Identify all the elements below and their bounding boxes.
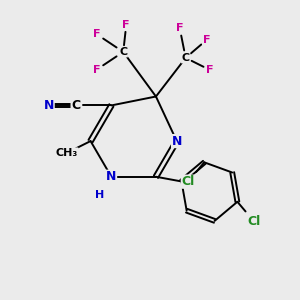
Text: N: N <box>172 135 182 148</box>
Text: Cl: Cl <box>247 214 260 228</box>
Text: H: H <box>95 190 104 200</box>
Text: F: F <box>206 65 213 75</box>
Text: C: C <box>182 53 190 63</box>
Text: F: F <box>93 29 100 39</box>
Text: N: N <box>106 170 116 183</box>
Text: Cl: Cl <box>181 175 195 188</box>
Text: C: C <box>71 99 80 112</box>
Text: F: F <box>203 35 210 45</box>
Text: F: F <box>93 65 100 75</box>
Text: F: F <box>176 23 184 33</box>
Text: C: C <box>119 47 127 57</box>
Text: CH₃: CH₃ <box>56 148 78 158</box>
Text: F: F <box>122 20 130 30</box>
Text: N: N <box>44 99 54 112</box>
